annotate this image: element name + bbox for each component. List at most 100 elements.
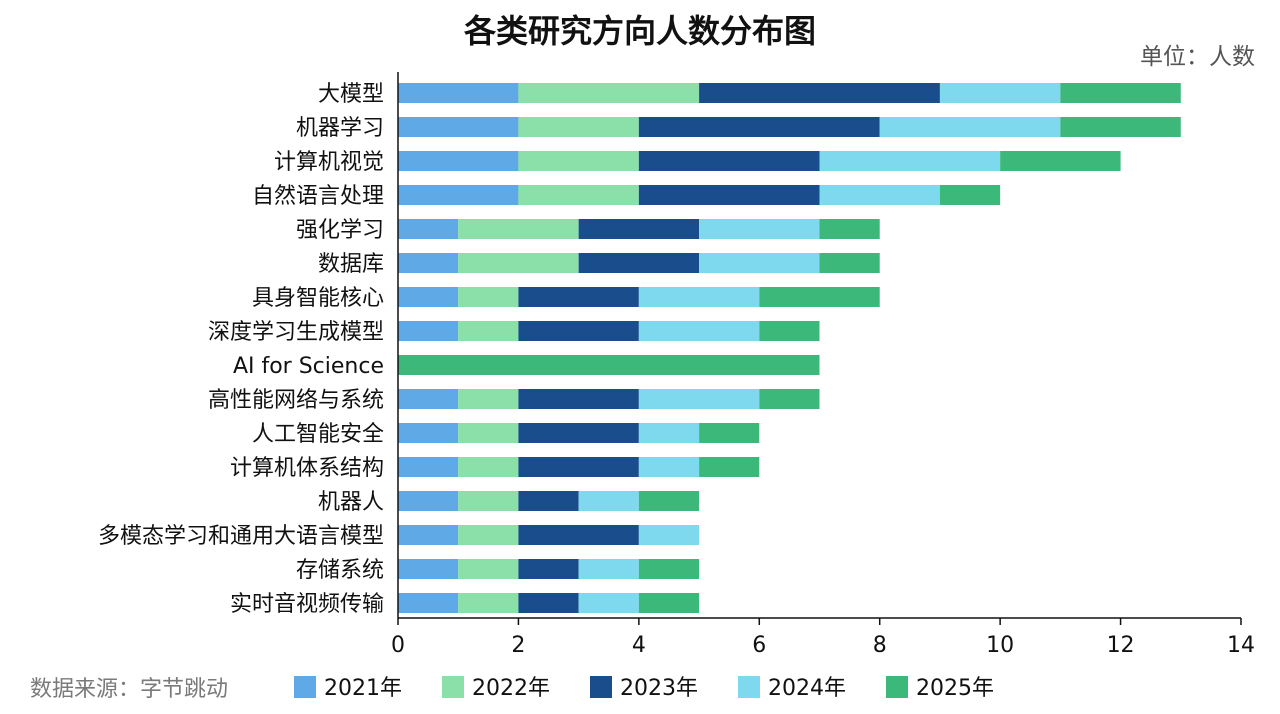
bar-segment xyxy=(638,593,700,613)
bar-segment xyxy=(398,219,459,239)
category-label: 机器学习 xyxy=(296,116,384,141)
x-tick-label: 4 xyxy=(632,633,646,658)
legend-item: 2024年 xyxy=(738,676,846,701)
bar-segment xyxy=(398,287,459,307)
bar-segment xyxy=(638,559,700,579)
bar-segment xyxy=(819,185,940,205)
bar-segment xyxy=(638,151,820,171)
bar-segment xyxy=(638,457,700,477)
bar-segment xyxy=(518,287,639,307)
bar-segment xyxy=(819,219,880,239)
bar-segment xyxy=(699,219,820,239)
bar-segment xyxy=(638,287,760,307)
category-label: 多模态学习和通用大语言模型 xyxy=(98,524,384,549)
bar-segment xyxy=(518,593,579,613)
bar-segment xyxy=(458,321,519,341)
bar-segment xyxy=(398,321,459,341)
bar-segment xyxy=(398,185,519,205)
bar-segment xyxy=(638,389,760,409)
bar-segment xyxy=(398,151,519,171)
bar-segment xyxy=(759,287,880,307)
category-label: 数据库 xyxy=(318,252,384,277)
bar-segment xyxy=(458,253,579,273)
bar-segment xyxy=(518,185,639,205)
x-tick-label: 12 xyxy=(1107,633,1135,658)
bar-segment xyxy=(518,559,579,579)
x-tick-label: 8 xyxy=(873,633,887,658)
bar-segment xyxy=(638,423,700,443)
bar-segment xyxy=(638,321,760,341)
bar-segment xyxy=(759,389,820,409)
bar-segment xyxy=(578,253,700,273)
bar-segment xyxy=(518,389,639,409)
bar-segment xyxy=(699,457,760,477)
legend-label: 2022年 xyxy=(472,676,550,701)
bar-segment xyxy=(638,185,820,205)
bar-segment xyxy=(518,457,639,477)
bar-segment xyxy=(578,593,639,613)
bar-segment xyxy=(398,389,459,409)
bar-segment xyxy=(518,117,639,137)
bar-segment xyxy=(458,593,519,613)
legend-item: 2023年 xyxy=(590,676,698,701)
bar-segment xyxy=(458,559,519,579)
legend-swatch xyxy=(590,676,612,698)
bar-segment xyxy=(879,117,1061,137)
legend-swatch xyxy=(294,676,316,698)
bar-segment xyxy=(759,321,820,341)
bar-segment xyxy=(458,423,519,443)
category-label: 计算机体系结构 xyxy=(230,456,384,481)
bar-segment xyxy=(518,525,639,545)
bar-segment xyxy=(458,287,519,307)
legend-label: 2025年 xyxy=(916,676,994,701)
x-tick-label: 2 xyxy=(511,633,525,658)
legend-label: 2023年 xyxy=(620,676,698,701)
x-tick-label: 6 xyxy=(752,633,766,658)
x-tick-label: 14 xyxy=(1227,633,1255,658)
bar-segment xyxy=(578,491,639,511)
legend-label: 2024年 xyxy=(768,676,846,701)
bar-segment xyxy=(819,151,1001,171)
bar-segment xyxy=(1000,151,1121,171)
category-label: AI for Science xyxy=(233,354,384,379)
legend-label: 2021年 xyxy=(324,676,402,701)
bar-segment xyxy=(458,491,519,511)
bar-segment xyxy=(398,253,459,273)
bar-segment xyxy=(458,389,519,409)
bar-segment xyxy=(398,423,459,443)
bar-segment xyxy=(699,83,940,103)
bar-segment xyxy=(939,185,1001,205)
bar-segment xyxy=(398,525,459,545)
bar-segment xyxy=(638,525,700,545)
bar-segment xyxy=(398,117,519,137)
legend-swatch xyxy=(738,676,760,698)
bars-layer xyxy=(398,83,1181,613)
category-label: 高性能网络与系统 xyxy=(208,388,384,413)
legend: 2021年 2022年 2023年 2024年 2025年 xyxy=(294,676,994,701)
category-label: 深度学习生成模型 xyxy=(208,320,384,345)
bar-segment xyxy=(699,423,760,443)
bar-segment xyxy=(398,593,459,613)
bar-segment xyxy=(939,83,1061,103)
legend-item: 2022年 xyxy=(442,676,550,701)
bar-segment xyxy=(518,423,639,443)
category-label: 人工智能安全 xyxy=(252,422,384,447)
bar-segment xyxy=(398,457,459,477)
category-label: 机器人 xyxy=(318,490,384,515)
bar-segment xyxy=(518,151,639,171)
category-label: 大模型 xyxy=(318,82,384,107)
bar-segment xyxy=(398,559,459,579)
category-label: 具身智能核心 xyxy=(252,286,384,311)
bar-segment xyxy=(458,219,579,239)
bar-segment xyxy=(518,491,579,511)
bar-segment xyxy=(578,559,639,579)
bar-segment xyxy=(1060,117,1181,137)
category-label: 强化学习 xyxy=(296,218,384,243)
unit-label: 单位：人数 xyxy=(1140,44,1255,70)
bar-segment xyxy=(518,321,639,341)
bar-segment xyxy=(398,491,459,511)
bar-segment xyxy=(398,83,519,103)
legend-item: 2021年 xyxy=(294,676,402,701)
